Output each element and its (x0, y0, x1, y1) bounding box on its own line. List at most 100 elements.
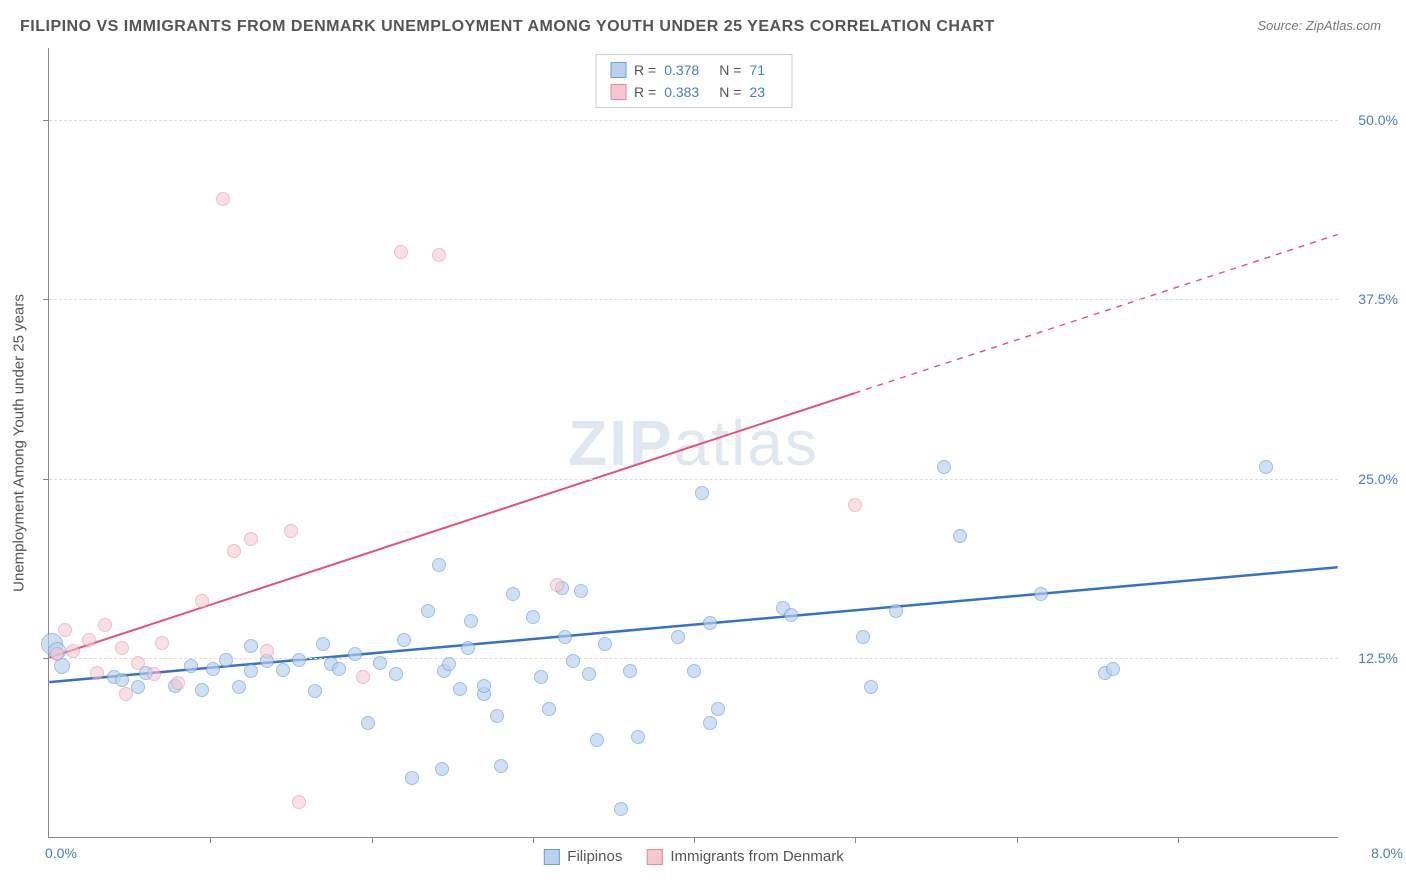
scatter-point (590, 733, 604, 747)
scatter-point (631, 730, 645, 744)
scatter-point (623, 664, 637, 678)
scatter-point (195, 594, 209, 608)
scatter-point (82, 633, 96, 647)
legend-swatch (543, 849, 559, 865)
scatter-point (1259, 460, 1273, 474)
scatter-point (356, 670, 370, 684)
y-tick (43, 120, 49, 121)
scatter-point (421, 604, 435, 618)
scatter-point (889, 604, 903, 618)
y-tick (43, 479, 49, 480)
y-tick-label: 37.5% (1358, 291, 1398, 307)
scatter-point (244, 639, 258, 653)
watermark: ZIPatlas (568, 406, 819, 480)
scatter-point (582, 667, 596, 681)
scatter-point (389, 667, 403, 681)
legend-n-value: 71 (749, 62, 765, 78)
legend-swatch (610, 62, 626, 78)
scatter-point (171, 676, 185, 690)
scatter-point (348, 647, 362, 661)
x-tick (372, 837, 373, 843)
x-tick (210, 837, 211, 843)
y-tick (43, 658, 49, 659)
scatter-point (848, 498, 862, 512)
scatter-point (558, 630, 572, 644)
scatter-point (361, 716, 375, 730)
y-tick-label: 12.5% (1358, 650, 1398, 666)
scatter-point (435, 762, 449, 776)
scatter-point (227, 544, 241, 558)
scatter-point (494, 759, 508, 773)
x-axis-end-label: 8.0% (1371, 845, 1403, 861)
scatter-point (397, 633, 411, 647)
scatter-point (461, 641, 475, 655)
x-tick (1178, 837, 1179, 843)
scatter-point (90, 666, 104, 680)
scatter-point (292, 795, 306, 809)
scatter-point (550, 578, 564, 592)
scatter-point (937, 460, 951, 474)
source-label: Source: (1257, 18, 1305, 33)
legend-row: R = 0.378 N = 71 (610, 59, 777, 81)
y-tick (43, 299, 49, 300)
legend-n-label: N = (719, 84, 741, 100)
scatter-point (784, 608, 798, 622)
scatter-point (394, 245, 408, 259)
scatter-point (115, 673, 129, 687)
scatter-point (856, 630, 870, 644)
scatter-point (534, 670, 548, 684)
scatter-point (66, 644, 80, 658)
scatter-point (671, 630, 685, 644)
scatter-point (131, 656, 145, 670)
y-axis-title: Unemployment Among Youth under 25 years (11, 294, 28, 592)
legend-item: Filipinos (543, 848, 622, 865)
scatter-point (526, 610, 540, 624)
scatter-point (316, 637, 330, 651)
scatter-point (292, 653, 306, 667)
scatter-point (432, 558, 446, 572)
watermark-rest: atlas (674, 407, 819, 479)
legend-r-value: 0.383 (664, 84, 699, 100)
legend-r-value: 0.378 (664, 62, 699, 78)
trend-line-dashed (855, 234, 1338, 393)
scatter-point (405, 771, 419, 785)
legend-r-label: R = (634, 84, 656, 100)
x-tick (694, 837, 695, 843)
series-legend: Filipinos Immigrants from Denmark (543, 848, 843, 865)
scatter-point (598, 637, 612, 651)
scatter-point (687, 664, 701, 678)
scatter-point (703, 616, 717, 630)
scatter-point (864, 680, 878, 694)
scatter-chart: Unemployment Among Youth under 25 years … (48, 48, 1338, 838)
scatter-point (490, 709, 504, 723)
gridline (49, 299, 1338, 300)
scatter-point (711, 702, 725, 716)
scatter-point (232, 680, 246, 694)
scatter-point (1106, 662, 1120, 676)
scatter-point (695, 486, 709, 500)
scatter-point (953, 529, 967, 543)
gridline (49, 658, 1338, 659)
scatter-point (574, 584, 588, 598)
scatter-point (155, 636, 169, 650)
scatter-point (703, 716, 717, 730)
legend-swatch (646, 849, 662, 865)
scatter-point (373, 656, 387, 670)
legend-n-label: N = (719, 62, 741, 78)
scatter-point (442, 657, 456, 671)
scatter-point (195, 683, 209, 697)
scatter-point (542, 702, 556, 716)
legend-swatch (610, 84, 626, 100)
scatter-point (1034, 587, 1048, 601)
scatter-point (260, 644, 274, 658)
trend-line-solid (49, 393, 854, 657)
scatter-point (58, 623, 72, 637)
trend-lines (49, 48, 1338, 837)
correlation-legend: R = 0.378 N = 71 R = 0.383 N = 23 (595, 54, 792, 108)
scatter-point (506, 587, 520, 601)
x-tick (533, 837, 534, 843)
legend-label: Filipinos (567, 848, 622, 865)
scatter-point (147, 667, 161, 681)
scatter-point (184, 659, 198, 673)
scatter-point (477, 679, 491, 693)
